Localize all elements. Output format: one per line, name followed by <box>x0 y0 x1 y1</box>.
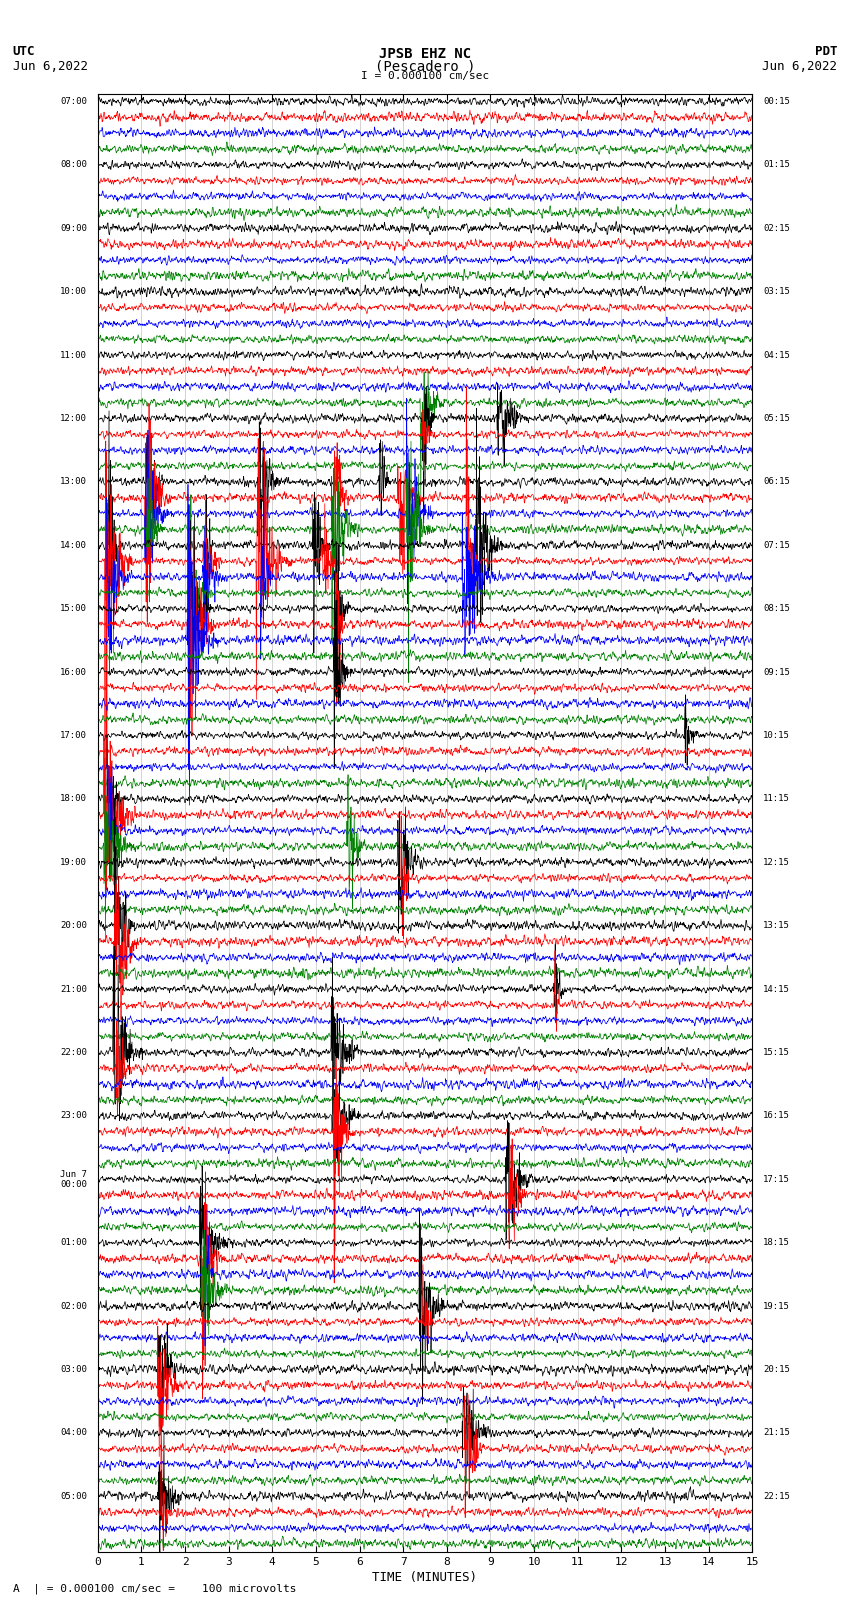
Text: 12:15: 12:15 <box>763 858 790 866</box>
Text: 17:00: 17:00 <box>60 731 87 740</box>
Text: 15:15: 15:15 <box>763 1048 790 1057</box>
Text: 09:00: 09:00 <box>60 224 87 232</box>
Text: 23:00: 23:00 <box>60 1111 87 1121</box>
Text: 05:15: 05:15 <box>763 415 790 423</box>
Text: PDT: PDT <box>815 45 837 58</box>
Text: JPSB EHZ NC: JPSB EHZ NC <box>379 47 471 61</box>
Text: UTC: UTC <box>13 45 35 58</box>
Text: 16:00: 16:00 <box>60 668 87 676</box>
X-axis label: TIME (MINUTES): TIME (MINUTES) <box>372 1571 478 1584</box>
Text: 00:15: 00:15 <box>763 97 790 106</box>
Text: 20:00: 20:00 <box>60 921 87 931</box>
Text: 17:15: 17:15 <box>763 1174 790 1184</box>
Text: I = 0.000100 cm/sec: I = 0.000100 cm/sec <box>361 71 489 81</box>
Text: 05:00: 05:00 <box>60 1492 87 1500</box>
Text: 06:15: 06:15 <box>763 477 790 487</box>
Text: 19:00: 19:00 <box>60 858 87 866</box>
Text: 20:15: 20:15 <box>763 1365 790 1374</box>
Text: 10:15: 10:15 <box>763 731 790 740</box>
Text: 09:15: 09:15 <box>763 668 790 676</box>
Text: 13:15: 13:15 <box>763 921 790 931</box>
Text: 22:00: 22:00 <box>60 1048 87 1057</box>
Text: 08:15: 08:15 <box>763 605 790 613</box>
Text: 13:00: 13:00 <box>60 477 87 487</box>
Text: 03:00: 03:00 <box>60 1365 87 1374</box>
Text: 07:00: 07:00 <box>60 97 87 106</box>
Text: 18:00: 18:00 <box>60 794 87 803</box>
Text: 02:15: 02:15 <box>763 224 790 232</box>
Text: Jun 6,2022: Jun 6,2022 <box>13 60 88 73</box>
Text: 01:15: 01:15 <box>763 160 790 169</box>
Text: Jun 6,2022: Jun 6,2022 <box>762 60 837 73</box>
Text: 14:15: 14:15 <box>763 984 790 994</box>
Text: 22:15: 22:15 <box>763 1492 790 1500</box>
Text: 11:00: 11:00 <box>60 350 87 360</box>
Text: 04:00: 04:00 <box>60 1429 87 1437</box>
Text: 04:15: 04:15 <box>763 350 790 360</box>
Text: 07:15: 07:15 <box>763 540 790 550</box>
Text: 21:15: 21:15 <box>763 1429 790 1437</box>
Text: 10:00: 10:00 <box>60 287 87 297</box>
Text: 16:15: 16:15 <box>763 1111 790 1121</box>
Text: 14:00: 14:00 <box>60 540 87 550</box>
Text: 18:15: 18:15 <box>763 1239 790 1247</box>
Text: 21:00: 21:00 <box>60 984 87 994</box>
Text: 15:00: 15:00 <box>60 605 87 613</box>
Text: Jun 7
00:00: Jun 7 00:00 <box>60 1169 87 1189</box>
Text: 19:15: 19:15 <box>763 1302 790 1310</box>
Text: (Pescadero ): (Pescadero ) <box>375 60 475 74</box>
Text: 02:00: 02:00 <box>60 1302 87 1310</box>
Text: 08:00: 08:00 <box>60 160 87 169</box>
Text: 12:00: 12:00 <box>60 415 87 423</box>
Text: 11:15: 11:15 <box>763 794 790 803</box>
Text: 01:00: 01:00 <box>60 1239 87 1247</box>
Text: A  | = 0.000100 cm/sec =    100 microvolts: A | = 0.000100 cm/sec = 100 microvolts <box>13 1582 297 1594</box>
Text: 03:15: 03:15 <box>763 287 790 297</box>
